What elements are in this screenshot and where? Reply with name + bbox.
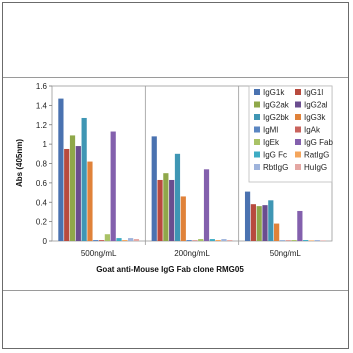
bar [169,179,175,241]
y-tick-label: 0 [43,237,48,246]
bar [192,240,198,241]
bar [320,240,326,241]
legend-swatch [295,164,301,170]
legend-swatch [254,101,260,108]
bar [104,234,110,241]
legend-label: RbtIgG [263,163,288,172]
chart-grid [144,86,240,245]
legend-label: RatIgG [304,151,329,160]
legend-label: IgG Fab [304,138,333,147]
bar [198,239,204,241]
bar [227,240,233,241]
y-tick-label: 1.2 [36,121,48,130]
legend-swatch [254,164,260,170]
legend-label: IgG1l [304,88,323,97]
legend-swatch [254,126,260,133]
y-axis-title: Abs (405nm) [15,139,24,187]
y-tick-label: 1 [43,140,48,149]
bar [268,200,274,241]
bar [215,240,221,241]
legend-swatch [254,89,260,95]
bar [285,240,291,241]
legend-label: IgG2al [304,101,328,110]
bar [203,169,210,241]
legend-swatch [295,114,301,120]
legend-label: HuIgG [304,163,327,172]
bar [274,223,280,241]
bottom-band [3,290,348,351]
legend-swatch [254,151,260,158]
bar [186,240,192,241]
bar [75,146,81,241]
bar [69,135,76,241]
bar [110,131,116,241]
legend-label: IgG3k [304,113,326,122]
x-axis-title: Goat anti-Mouse IgG Fab clone RMG05 [96,265,244,274]
legend-label: IgG2bk [263,113,290,122]
x-category-label: 200ng/mL [174,249,210,258]
bar [174,153,181,241]
bar [151,136,157,241]
bar [133,239,140,241]
bar [98,240,105,241]
bar [297,210,303,241]
legend-label: IgEk [263,138,280,147]
chart-bars [58,98,326,241]
y-tick-label: 1.6 [36,82,48,91]
chart-axes: 0 0.2 0.4 0.6 0.8 1 1.2 1.4 1.6 500ng/mL 200ng/mL 5… [36,82,333,258]
bar [58,98,64,241]
bar [262,205,268,241]
bar [87,161,93,241]
legend-label: IgG1k [263,88,285,97]
legend-swatch [254,114,260,120]
bar [93,240,99,241]
legend-swatch [295,89,301,95]
y-tick-label: 0.6 [36,179,48,188]
bar [180,196,186,241]
y-tick-label: 0.4 [36,198,48,207]
bar [221,239,227,241]
bar [157,179,163,241]
legend-swatch [254,139,260,145]
legend-label: IgG2ak [263,101,290,110]
bar [291,240,297,241]
bar [308,240,315,241]
legend-swatch [295,151,301,158]
legend-swatch [295,139,301,145]
legend-label: IgG Fc [263,151,287,160]
bar [279,240,286,241]
x-category-label: 500ng/mL [81,249,117,258]
bar [116,238,122,241]
bar [122,240,128,241]
bar [128,238,134,241]
legend-swatch [295,101,301,108]
y-tick-label: 0.2 [36,218,48,227]
chart-legend: IgG1k IgG1l IgG2ak IgG2al IgG2bk IgG3k IgMl IgA… [248,85,333,183]
bar [250,204,256,241]
y-tick-label: 0.8 [36,160,48,169]
legend-label: IgAk [304,126,321,135]
bar [64,148,70,241]
bar [209,239,215,241]
legend-box [248,85,333,183]
y-tick-label: 1.4 [36,101,48,110]
bar [314,240,320,241]
x-category-label: 50ng/mL [270,249,302,258]
bar [244,191,251,241]
bar [81,117,87,241]
bar [163,173,169,241]
legend-swatch [295,126,301,133]
legend-label: IgMl [263,126,278,135]
bar [303,240,309,241]
top-band [3,3,348,78]
bar [256,206,262,241]
